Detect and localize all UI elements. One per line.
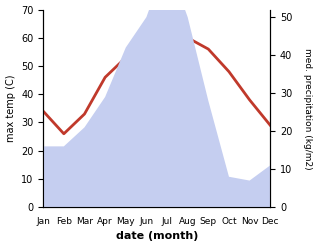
Y-axis label: med. precipitation (kg/m2): med. precipitation (kg/m2) <box>303 48 313 169</box>
X-axis label: date (month): date (month) <box>115 231 198 242</box>
Y-axis label: max temp (C): max temp (C) <box>5 75 16 142</box>
